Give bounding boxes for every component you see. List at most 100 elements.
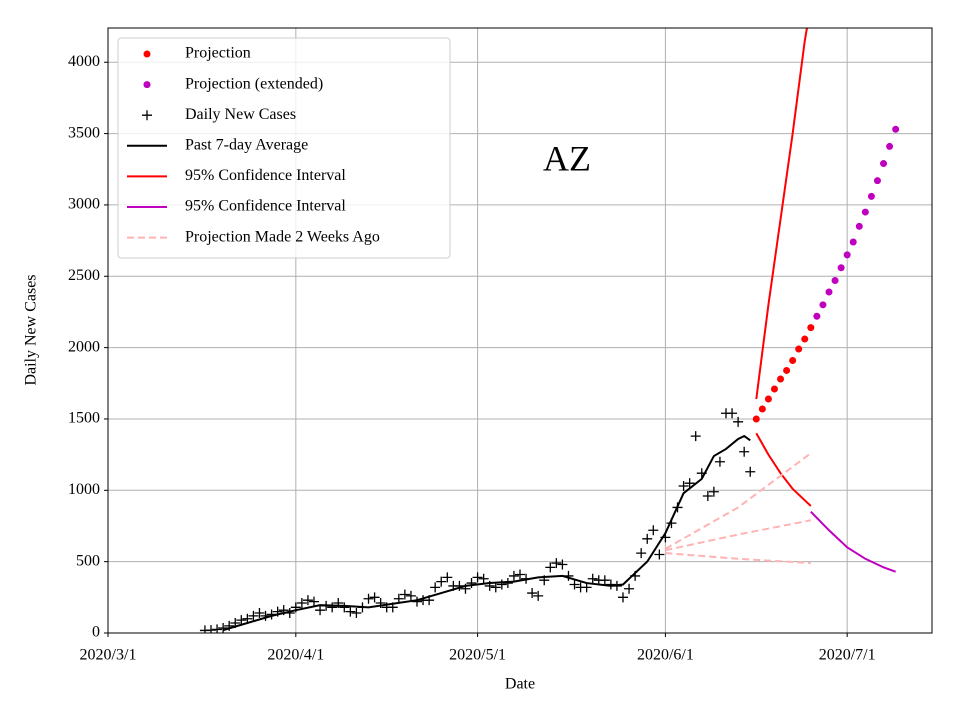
x-tick-label: 2020/3/1	[80, 647, 137, 664]
projection-point	[795, 345, 803, 353]
case-marker	[315, 605, 326, 616]
series-line	[755, 28, 812, 507]
legend: Projection Projection (extended) Daily New…	[117, 37, 451, 259]
y-tick-label: 2500	[68, 267, 100, 284]
case-marker	[515, 569, 525, 580]
case-marker	[236, 615, 247, 626]
case-marker	[436, 576, 447, 587]
case-marker	[339, 602, 350, 613]
case-marker	[690, 431, 701, 442]
projection-point	[752, 415, 760, 423]
legend-marker	[142, 110, 152, 121]
case-marker	[254, 608, 265, 619]
case-marker	[508, 570, 519, 581]
case-marker	[327, 602, 338, 613]
y-axis-label: Daily New Cases	[23, 274, 40, 385]
case-marker	[702, 491, 713, 502]
case-marker	[654, 549, 665, 560]
projection-point	[819, 301, 827, 309]
projection-point	[880, 160, 888, 168]
legend-label: Projection Made 2 Weeks Ago	[185, 228, 380, 245]
legend-marker	[143, 50, 151, 58]
legend-label: 95% Confidence Interval	[185, 167, 346, 184]
case-marker	[351, 608, 362, 619]
x-tick-label: 2020/4/1	[267, 647, 324, 664]
case-marker	[369, 592, 380, 603]
case-marker	[302, 595, 313, 606]
projection-point	[892, 125, 900, 133]
series-line	[222, 434, 751, 632]
x-axis-label: Date	[505, 676, 535, 693]
y-tick-label: 3000	[68, 196, 100, 213]
case-marker	[708, 486, 719, 497]
legend-label: 95% Confidence Interval	[185, 198, 346, 215]
x-tick-label: 2020/7/1	[819, 647, 876, 664]
projection-point	[843, 251, 851, 259]
axes-frame	[107, 27, 933, 634]
case-marker	[636, 548, 647, 559]
y-tick-label: 4000	[68, 53, 100, 70]
case-marker	[684, 478, 695, 489]
case-marker	[533, 590, 544, 601]
y-tick-label: 1500	[68, 410, 100, 427]
series-line	[810, 511, 896, 573]
projection-point	[831, 277, 839, 285]
case-marker	[527, 588, 538, 599]
case-marker	[218, 623, 229, 633]
case-marker	[472, 572, 483, 583]
projection-point	[801, 335, 809, 343]
projection-point	[867, 192, 875, 200]
legend-label: Projection	[185, 45, 251, 62]
projection-point	[873, 177, 881, 185]
x-tick-label: 2020/6/1	[637, 647, 694, 664]
annotation: AZ	[543, 138, 591, 178]
case-marker	[248, 610, 259, 621]
legend-label: Projection (extended)	[185, 75, 323, 92]
case-marker	[296, 598, 307, 609]
case-marker	[624, 583, 635, 594]
series-line	[664, 452, 812, 565]
case-marker	[545, 562, 556, 573]
case-marker	[599, 575, 610, 586]
case-marker	[430, 582, 441, 593]
projection-point	[758, 405, 766, 413]
projection-point	[789, 356, 797, 364]
case-marker	[206, 625, 216, 633]
case-marker	[490, 582, 501, 593]
projection-point	[849, 238, 857, 246]
y-tick-label: 0	[92, 624, 100, 641]
case-marker	[345, 606, 356, 617]
case-marker	[442, 572, 453, 583]
case-marker	[496, 579, 507, 590]
case-marker	[587, 573, 598, 584]
y-tick-label: 500	[76, 552, 100, 569]
projection-point	[777, 375, 785, 383]
x-tick-label: 2020/5/1	[449, 647, 506, 664]
case-marker	[363, 593, 374, 604]
case-marker	[648, 525, 659, 536]
case-marker	[478, 573, 489, 584]
case-marker	[714, 456, 725, 467]
projection-point	[770, 385, 778, 393]
case-marker	[678, 481, 689, 492]
case-marker	[642, 533, 653, 544]
projection-point	[855, 222, 863, 230]
projection-point	[807, 324, 815, 332]
case-marker	[605, 579, 616, 590]
case-marker	[405, 590, 416, 601]
projection-point	[783, 366, 791, 374]
projection-point	[861, 208, 869, 216]
projection-point	[825, 288, 833, 296]
y-tick-label: 3500	[68, 124, 100, 141]
projection-point	[813, 312, 821, 320]
case-marker	[551, 558, 562, 569]
case-marker	[727, 408, 738, 419]
y-tick-label: 2000	[68, 338, 100, 355]
case-marker	[745, 466, 756, 477]
projection-point	[837, 264, 845, 272]
case-marker	[618, 592, 628, 603]
case-marker	[569, 579, 580, 590]
case-marker	[733, 416, 744, 427]
case-marker	[309, 596, 319, 607]
